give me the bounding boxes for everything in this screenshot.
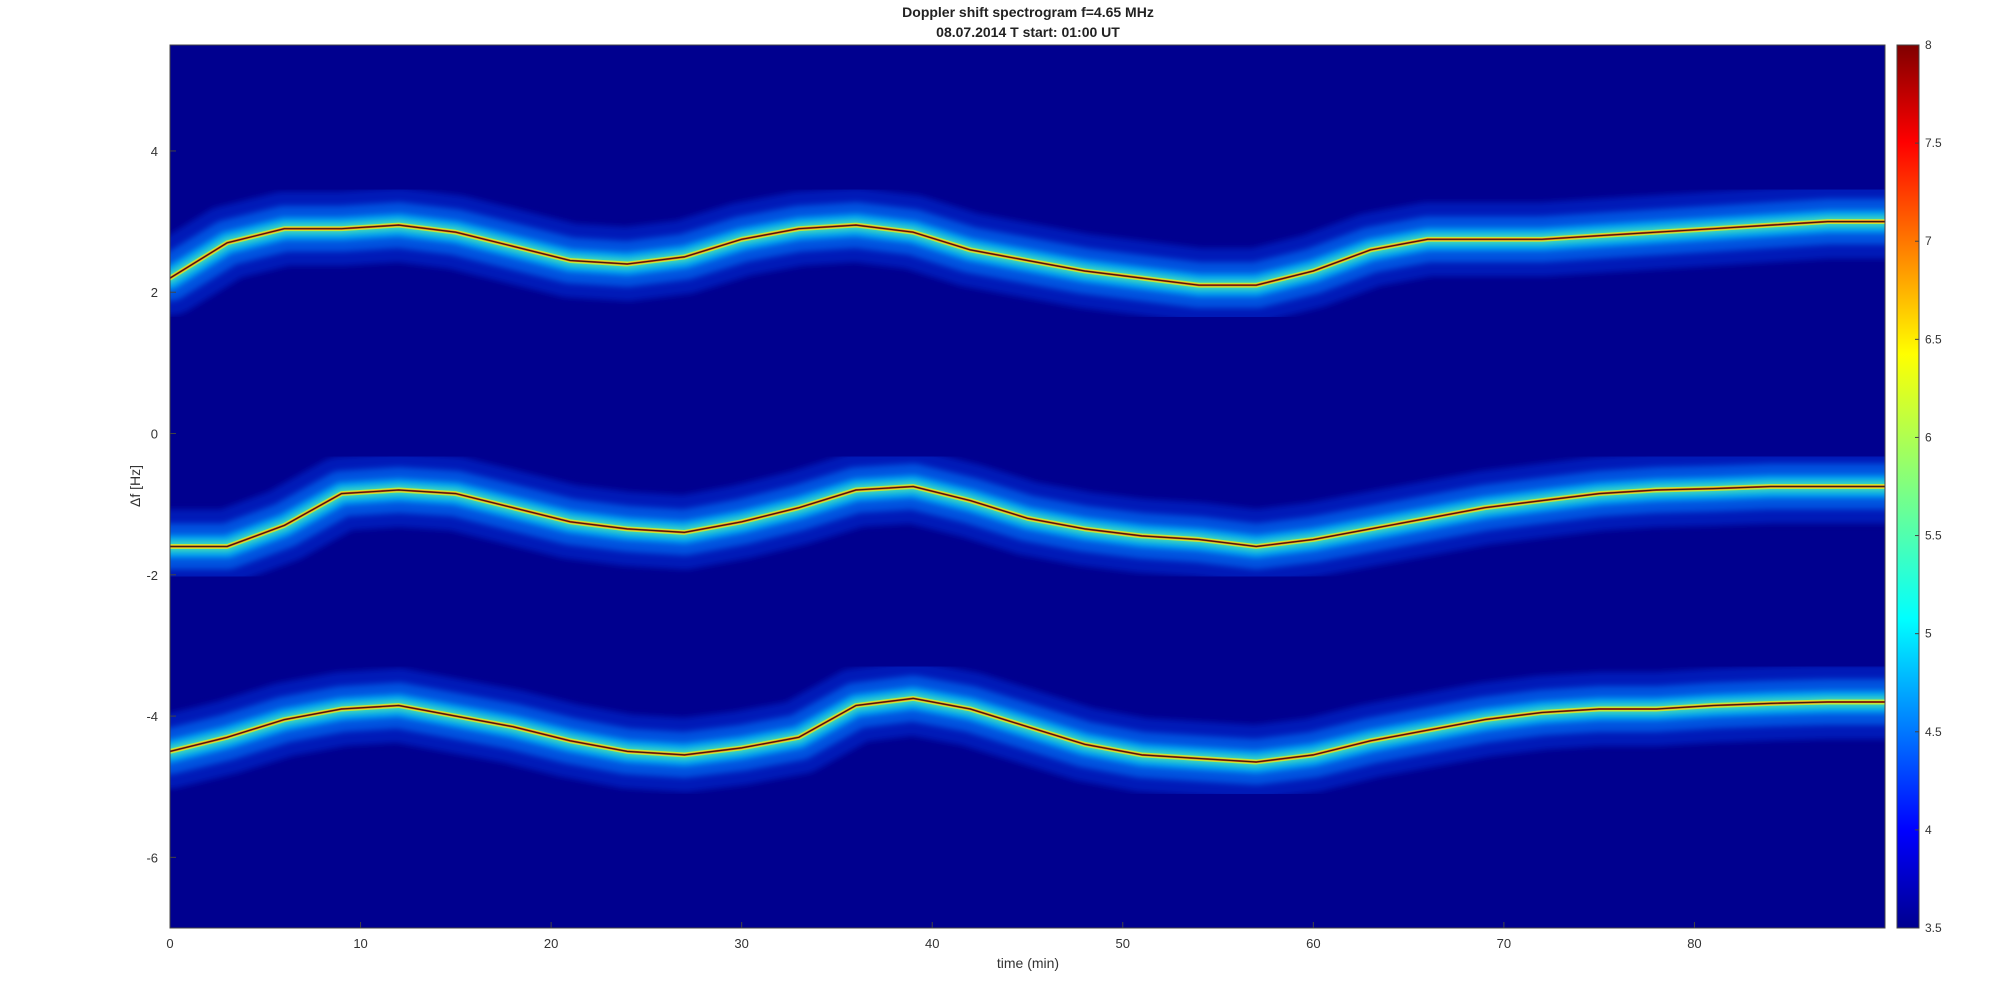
- band-1-ridge-line: [170, 221, 1885, 286]
- y-tick-label: -4: [146, 709, 158, 724]
- x-tick-label: 70: [1497, 936, 1511, 951]
- x-tick-label: 20: [544, 936, 558, 951]
- colorbar-tick-label: 8: [1925, 38, 1932, 52]
- colorbar-ticks: 8 7.5 7 6.5 6 5.5 5 4.5 4 3.5: [1915, 38, 1942, 935]
- colorbar-tick-label: 6.5: [1925, 332, 1942, 346]
- x-tick-label: 40: [925, 936, 939, 951]
- x-axis: 0 10 20 30 40 50 60 70 80: [166, 922, 1702, 951]
- colorbar-tick-label: 7.5: [1925, 136, 1942, 150]
- spectrogram-bands: [170, 184, 1885, 800]
- chart-subtitle: 08.07.2014 T start: 01:00 UT: [936, 24, 1120, 40]
- y-tick-label: 4: [151, 144, 158, 159]
- x-tick-label: 0: [166, 936, 173, 951]
- x-tick-label: 50: [1116, 936, 1130, 951]
- y-tick-label: 2: [151, 285, 158, 300]
- band-2-ridge-line: [170, 485, 1885, 548]
- band-3-ridge-line: [170, 697, 1885, 763]
- colorbar-tick-label: 5: [1925, 627, 1932, 641]
- colorbar-tick-label: 6: [1925, 430, 1932, 444]
- chart-title: Doppler shift spectrogram f=4.65 MHz: [902, 4, 1154, 20]
- colorbar-tick-label: 3.5: [1925, 921, 1942, 935]
- y-tick-label: 0: [151, 427, 158, 442]
- colorbar: [1896, 44, 1920, 929]
- x-tick-label: 60: [1306, 936, 1320, 951]
- colorbar-tick-label: 4.5: [1925, 725, 1942, 739]
- y-tick-label: -6: [146, 850, 158, 865]
- colorbar-tick-label: 7: [1925, 234, 1932, 248]
- y-axis: 4 2 0 -2 -4 -6: [146, 144, 176, 865]
- x-tick-label: 10: [353, 936, 367, 951]
- colorbar-tick-label: 5.5: [1925, 529, 1942, 543]
- colorbar-tick-label: 4: [1925, 823, 1932, 837]
- x-axis-label: time (min): [997, 955, 1059, 971]
- y-axis-label: Δf [Hz]: [127, 465, 143, 507]
- y-tick-label: -2: [146, 568, 158, 583]
- x-tick-label: 30: [734, 936, 748, 951]
- plot-frame: [169, 44, 1886, 929]
- x-tick-label: 80: [1687, 936, 1701, 951]
